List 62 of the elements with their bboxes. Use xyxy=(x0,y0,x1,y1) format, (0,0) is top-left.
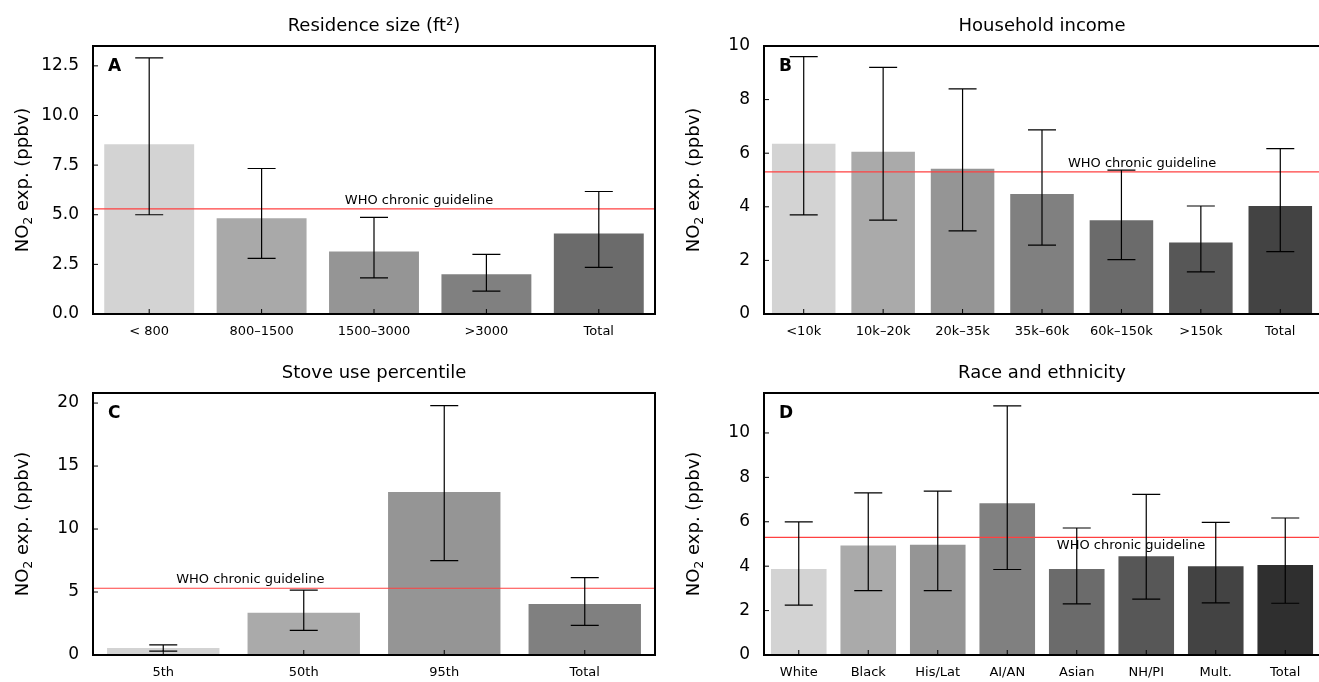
y-axis-title: NO2 exp. (ppbv) xyxy=(681,451,706,597)
x-tick-label: >150k xyxy=(1179,323,1223,339)
x-tick-label: 1500–3000 xyxy=(337,323,411,339)
x-tick-label: Total xyxy=(1269,664,1301,680)
y-tick-label: 7.5 xyxy=(51,153,79,174)
y-axis-title: NO2 exp. (ppbv) xyxy=(10,451,35,597)
chart-title: Residence size (ft²) xyxy=(287,13,461,35)
y-tick-label: 15 xyxy=(57,454,79,475)
x-tick-label: < 800 xyxy=(129,323,170,339)
y-tick-label: 10 xyxy=(57,517,79,538)
y-tick-label: 8 xyxy=(739,88,750,109)
y-axis-title: NO2 exp. (ppbv) xyxy=(10,107,35,253)
ref-line-label: WHO chronic guideline xyxy=(176,571,325,587)
y-tick-label: 10 xyxy=(728,421,750,442)
y-tick-label: 10 xyxy=(728,34,750,55)
x-tick-label: 50th xyxy=(288,664,319,680)
x-tick-label: Mult. xyxy=(1199,664,1232,680)
x-tick-label: 60k–150k xyxy=(1089,323,1154,339)
x-tick-label: 20k–35k xyxy=(935,323,991,339)
ref-line-label: WHO chronic guideline xyxy=(1067,154,1217,170)
chart-title: Stove use percentile xyxy=(281,360,467,382)
y-tick-label: 6 xyxy=(739,510,750,531)
y-tick-label: 8 xyxy=(739,465,750,486)
x-tick-label: Total xyxy=(582,323,614,339)
x-tick-label: 5th xyxy=(152,664,175,680)
x-tick-label: NH/PI xyxy=(1128,664,1165,680)
y-axis-title: NO2 exp. (ppbv) xyxy=(681,107,706,253)
y-tick-label: 0 xyxy=(739,643,750,664)
y-tick-label: 0 xyxy=(68,643,79,664)
x-tick-label: <10k xyxy=(786,323,822,339)
y-tick-label: 4 xyxy=(739,554,750,575)
annotation: C xyxy=(108,401,121,422)
x-tick-label: >3000 xyxy=(464,323,509,339)
y-tick-label: 2 xyxy=(739,248,750,269)
y-tick-label: 2 xyxy=(739,599,750,620)
y-tick-label: 20 xyxy=(57,391,79,412)
chart-title: Race and ethnicity xyxy=(958,360,1127,382)
x-tick-label: 95th xyxy=(429,664,460,680)
y-tick-label: 2.5 xyxy=(51,252,79,273)
y-tick-label: 6 xyxy=(739,141,750,162)
x-tick-label: Total xyxy=(1264,323,1296,339)
annotation: B xyxy=(779,54,792,75)
x-tick-label: 800–1500 xyxy=(229,323,294,339)
chart-title: Household income xyxy=(958,13,1126,35)
annotation: A xyxy=(108,54,122,75)
annotation: D xyxy=(779,401,794,422)
y-tick-label: 0.0 xyxy=(51,302,79,323)
x-tick-label: AI/AN xyxy=(989,664,1026,680)
x-tick-label: Black xyxy=(850,664,887,680)
x-tick-label: Total xyxy=(568,664,600,680)
y-tick-label: 12.5 xyxy=(41,54,79,75)
y-tick-label: 5 xyxy=(68,580,79,601)
x-tick-label: 35k–60k xyxy=(1014,323,1070,339)
y-tick-label: 5.0 xyxy=(51,203,79,224)
y-tick-label: 0 xyxy=(739,302,750,323)
ref-line-label: WHO chronic guideline xyxy=(344,191,494,207)
x-tick-label: 10k–20k xyxy=(855,323,911,339)
x-tick-label: His/Lat xyxy=(915,664,961,680)
x-tick-label: Asian xyxy=(1059,664,1095,680)
x-tick-label: White xyxy=(779,664,818,680)
y-tick-label: 10.0 xyxy=(41,103,79,124)
y-tick-label: 4 xyxy=(739,195,750,216)
